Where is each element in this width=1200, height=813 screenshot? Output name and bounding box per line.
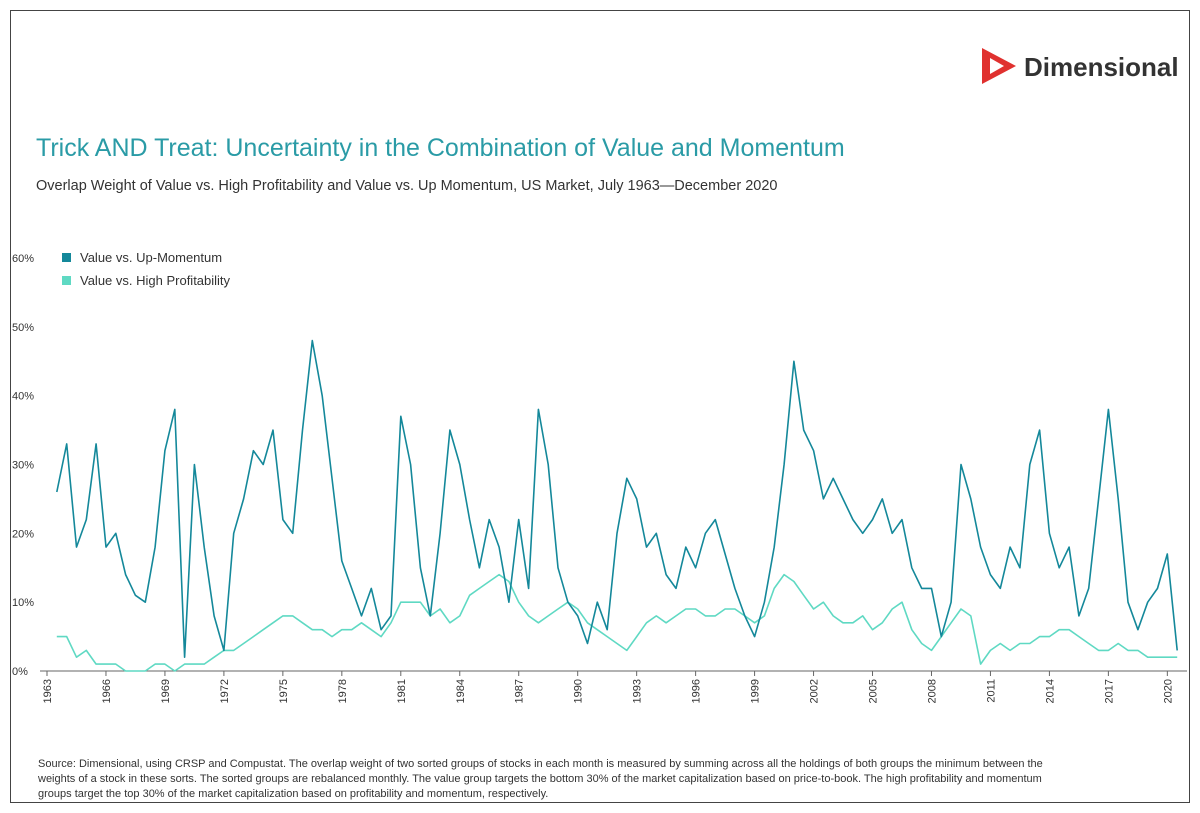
- x-tick-label: 2008: [926, 679, 938, 703]
- x-tick-label: 2002: [809, 679, 821, 703]
- y-tick-label: 0%: [12, 666, 28, 678]
- y-tick-label: 40%: [12, 391, 34, 403]
- x-tick-label: 1981: [396, 679, 408, 703]
- y-tick-label: 20%: [12, 528, 34, 540]
- x-tick-label: 1969: [160, 679, 172, 703]
- x-tick-label: 1984: [455, 679, 467, 703]
- x-tick-label: 1990: [573, 679, 585, 703]
- x-tick-label: 1993: [632, 679, 644, 703]
- x-tick-label: 1963: [42, 679, 54, 703]
- x-tick-label: 2011: [985, 679, 997, 703]
- y-tick-label: 10%: [12, 597, 34, 609]
- legend-swatch: [62, 276, 71, 285]
- source-note: Source: Dimensional, using CRSP and Comp…: [38, 758, 1043, 800]
- x-tick-label: 1972: [219, 679, 231, 703]
- legend-label: Value vs. Up-Momentum: [80, 250, 222, 265]
- x-tick-label: 2014: [1044, 679, 1056, 703]
- x-tick-label: 1978: [337, 679, 349, 703]
- x-tick-label: 2020: [1162, 679, 1174, 703]
- x-tick-label: 1996: [691, 679, 703, 703]
- series-line: [56, 339, 1178, 658]
- y-tick-label: 50%: [12, 322, 34, 334]
- logo-icon: [982, 48, 1016, 84]
- chart-title: Trick AND Treat: Uncertainty in the Comb…: [36, 134, 845, 162]
- legend-label: Value vs. High Profitability: [80, 273, 231, 288]
- x-tick-label: 1975: [278, 679, 290, 703]
- x-tick-label: 2005: [868, 679, 880, 703]
- x-tick-label: 1966: [101, 679, 113, 703]
- x-tick-label: 1999: [750, 679, 762, 703]
- x-tick-label: 1987: [514, 679, 526, 703]
- chart-subtitle: Overlap Weight of Value vs. High Profita…: [36, 178, 777, 194]
- brand: Dimensional: [1024, 52, 1179, 82]
- y-tick-label: 60%: [12, 253, 34, 265]
- legend-swatch: [62, 253, 71, 262]
- series-line: [56, 573, 1178, 672]
- y-tick-label: 30%: [12, 460, 34, 472]
- x-tick-label: 2017: [1103, 679, 1115, 703]
- frame: [10, 10, 1190, 803]
